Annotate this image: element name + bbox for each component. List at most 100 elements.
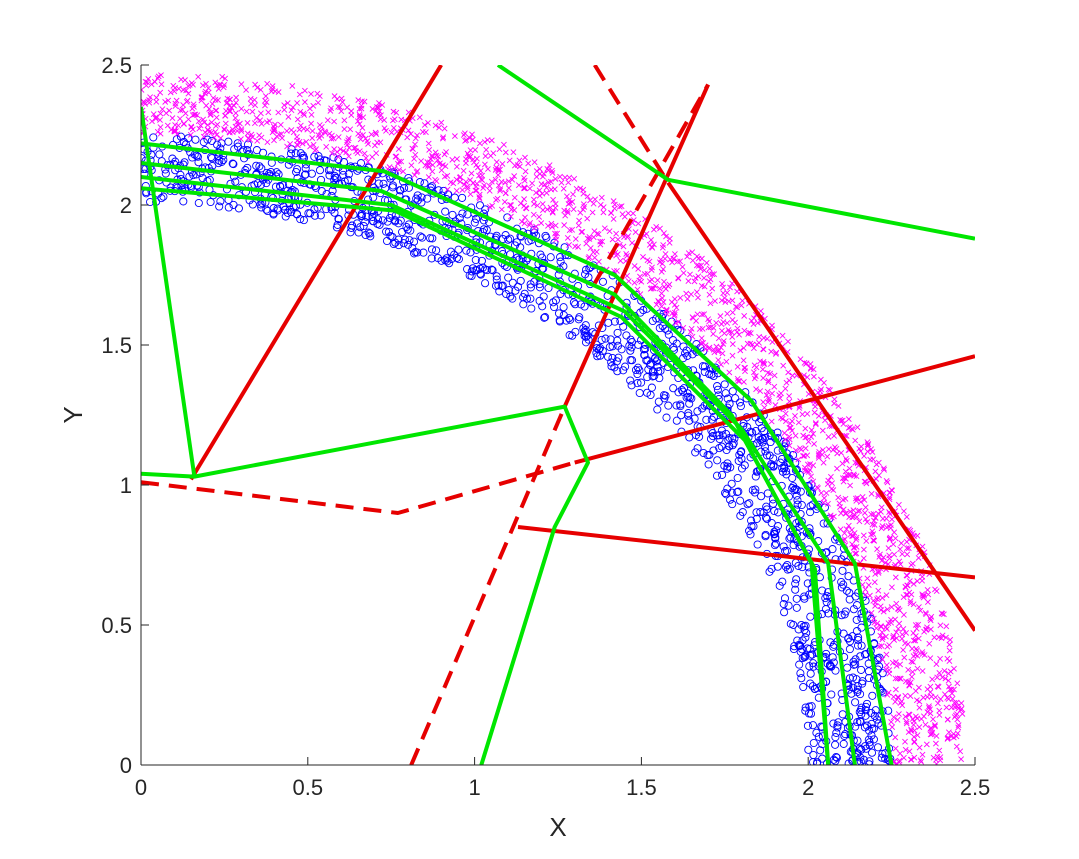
data-point [465, 152, 472, 159]
data-point [207, 111, 214, 118]
data-point [675, 275, 682, 282]
data-point [157, 130, 164, 137]
axes: 0 0.5 1 1.5 2 2.500.511.522.5 [101, 53, 990, 800]
data-point [851, 511, 858, 518]
data-point [256, 180, 265, 189]
data-point [704, 460, 713, 469]
data-point [763, 392, 770, 399]
data-point [793, 636, 802, 645]
data-point [361, 230, 370, 240]
data-point [208, 119, 215, 126]
data-point [362, 212, 371, 221]
data-point [894, 761, 901, 765]
data-point [328, 105, 335, 112]
data-point [757, 492, 766, 501]
data-point [734, 328, 741, 335]
data-point [518, 218, 525, 225]
data-point [294, 142, 301, 149]
data-point [377, 139, 384, 146]
data-point [778, 414, 784, 421]
data-point [663, 326, 672, 335]
data-point [827, 512, 834, 519]
data-point [747, 330, 754, 337]
data-point [936, 669, 943, 676]
data-point [482, 225, 491, 235]
data-point [870, 537, 877, 544]
data-point [924, 693, 931, 700]
data-point [412, 135, 419, 142]
data-point [745, 526, 754, 535]
data-point [594, 230, 601, 237]
data-point [172, 103, 179, 110]
data-point [727, 284, 733, 291]
data-point [698, 255, 705, 262]
data-point [927, 655, 934, 662]
data-point [646, 390, 655, 400]
data-point [598, 194, 605, 201]
data-point [787, 424, 794, 431]
data-point [799, 411, 806, 418]
data-point [883, 592, 890, 599]
data-point [296, 138, 303, 145]
data-point [499, 160, 506, 167]
data-point [584, 215, 591, 222]
data-point [802, 445, 809, 452]
data-point [802, 425, 809, 432]
data-point [575, 222, 582, 229]
data-point [463, 137, 470, 144]
data-point [907, 679, 914, 686]
data-point [757, 388, 764, 395]
data-point [308, 120, 315, 127]
data-point [945, 729, 952, 736]
data-point [856, 690, 865, 699]
data-point [538, 220, 545, 227]
data-point [857, 448, 864, 455]
data-point [732, 303, 739, 310]
data-point [522, 154, 528, 161]
data-point [810, 478, 817, 485]
data-point [828, 545, 837, 554]
red-dashed-line [141, 460, 576, 515]
data-point [551, 186, 558, 193]
boundary-lines [141, 65, 975, 765]
data-point [506, 157, 513, 164]
data-point [893, 600, 900, 607]
data-point [533, 168, 540, 175]
data-point [495, 182, 502, 189]
data-point [885, 620, 892, 627]
data-point [507, 201, 513, 208]
data-point [896, 675, 903, 682]
data-point [780, 362, 787, 369]
data-point [654, 397, 663, 406]
data-point [854, 495, 861, 501]
data-point [842, 510, 849, 517]
data-point [751, 315, 757, 322]
data-point [584, 193, 591, 200]
data-point [807, 361, 814, 367]
data-point [541, 313, 550, 322]
data-point [919, 668, 926, 674]
data-point [902, 692, 909, 699]
data-point [937, 622, 944, 629]
data-point [738, 302, 745, 309]
data-point [464, 183, 471, 190]
data-point [356, 113, 363, 120]
data-point [284, 143, 291, 150]
data-point [910, 580, 917, 587]
data-point [299, 216, 308, 225]
data-point [443, 257, 452, 266]
data-point [317, 187, 326, 196]
data-point [867, 456, 874, 463]
data-point [441, 151, 448, 158]
data-point [461, 181, 468, 188]
data-point [565, 200, 572, 207]
data-point [433, 253, 442, 263]
data-point [871, 619, 878, 626]
data-point [659, 295, 666, 302]
data-point [844, 572, 853, 581]
data-point [764, 335, 771, 342]
data-point [185, 172, 194, 181]
data-point [595, 231, 602, 238]
data-point [151, 78, 158, 85]
data-point [885, 545, 892, 552]
